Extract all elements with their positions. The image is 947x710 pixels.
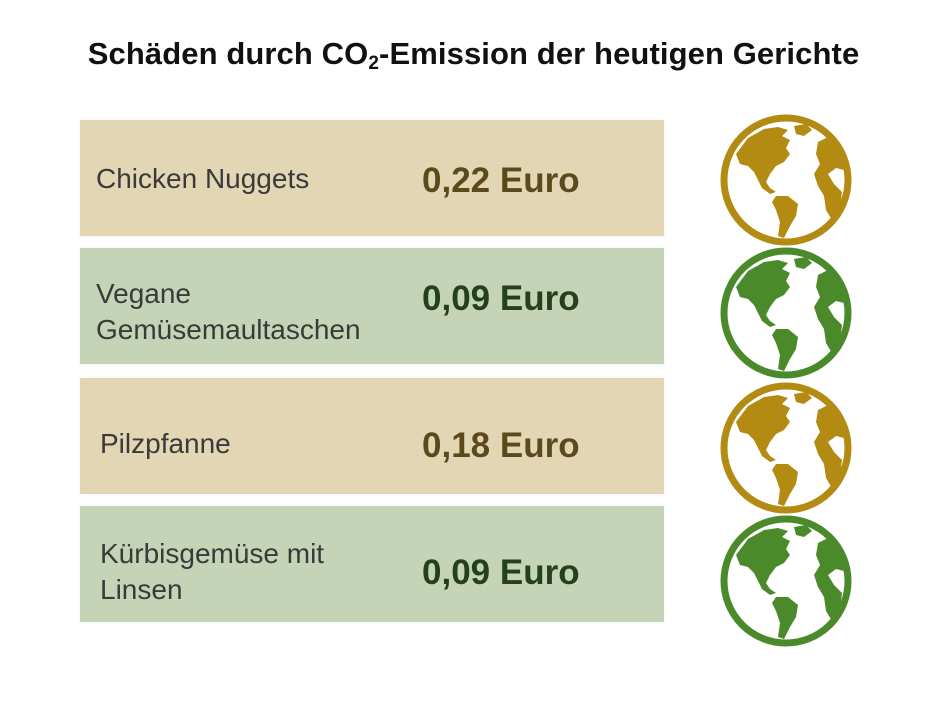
title-subscript: 2 [368, 53, 380, 74]
globe-americas-icon [718, 380, 854, 516]
dish-name-line1: Chicken Nuggets [96, 163, 310, 194]
dish-card-kuerbisgemuese-mit-linsen: Kürbisgemüse mit Linsen 0,09 Euro [80, 506, 664, 622]
dish-name: Kürbisgemüse mit Linsen [100, 536, 324, 608]
page-title: Schäden durch CO2-Emission der heutigen … [0, 36, 947, 74]
dish-card-chicken-nuggets: Chicken Nuggets 0,22 Euro [80, 120, 664, 236]
globe-americas-icon [718, 513, 854, 649]
globe-americas-icon [718, 112, 854, 248]
dish-card-pilzpfanne: Pilzpfanne 0,18 Euro [80, 378, 664, 494]
price-value: 0,18 Euro [422, 426, 580, 465]
price-value: 0,22 Euro [422, 161, 580, 200]
title-rest: -Emission der heutigen Gerichte [379, 36, 860, 71]
price-value: 0,09 Euro [422, 279, 580, 318]
globe-americas-icon [718, 245, 854, 381]
dish-name: Vegane Gemüsemaultaschen [96, 276, 361, 348]
title-main: Schäden durch CO [87, 36, 369, 71]
dish-name-line1: Vegane [96, 278, 191, 309]
dish-name-line1: Pilzpfanne [100, 428, 231, 459]
dish-card-vegane-gemuesemaultaschen: Vegane Gemüsemaultaschen 0,09 Euro [80, 248, 664, 364]
dish-name-line1: Kürbisgemüse mit [100, 538, 325, 569]
dish-name-line2: Linsen [100, 574, 183, 605]
dish-name: Pilzpfanne [100, 426, 231, 462]
dish-name-line2: Gemüsemaultaschen [96, 314, 361, 345]
dish-name: Chicken Nuggets [96, 161, 309, 197]
price-value: 0,09 Euro [422, 553, 580, 592]
